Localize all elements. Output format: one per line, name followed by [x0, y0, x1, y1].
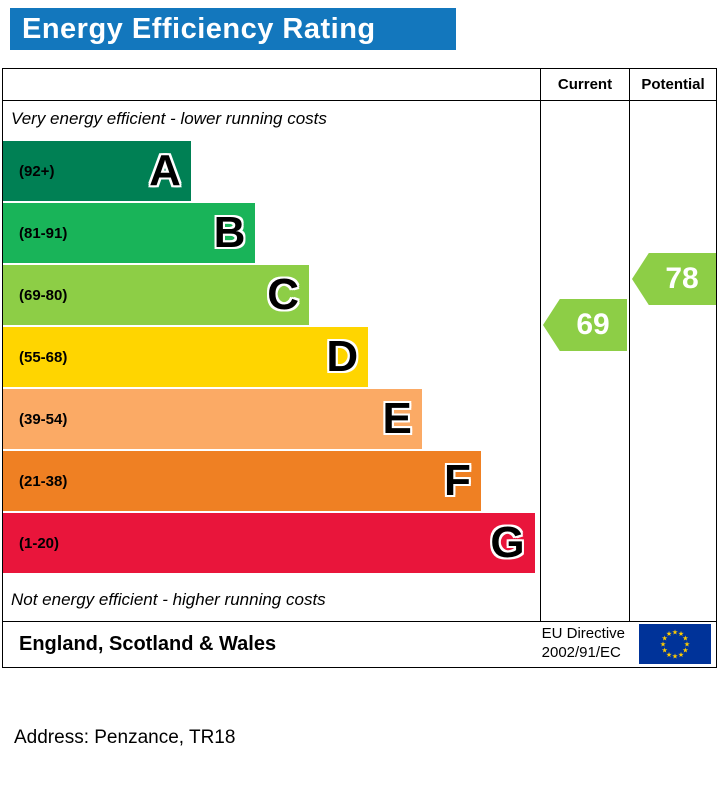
- band-row: (92+) A: [3, 141, 540, 203]
- band-row: (55-68) D: [3, 327, 540, 389]
- current-column-divider: [540, 69, 541, 622]
- page-title: Energy Efficiency Rating: [22, 12, 376, 45]
- svg-text:★: ★: [672, 629, 678, 637]
- eu-directive-line1: EU Directive: [541, 625, 625, 643]
- band-bar-d: (55-68) D: [3, 327, 369, 387]
- band-row: (21-38) F: [3, 451, 540, 513]
- rating-bands: (92+) A (81-91) B (69-80) C (55-68): [3, 141, 540, 575]
- column-header-potential: Potential: [641, 76, 705, 93]
- band-letter: A: [149, 146, 181, 195]
- footer-region: England, Scotland & Wales: [19, 632, 277, 655]
- column-header-current: Current: [557, 76, 613, 93]
- band-row: (69-80) C: [3, 265, 540, 327]
- band-bar-c: (69-80) C: [3, 265, 310, 325]
- band-bar-a: (92+) A: [3, 141, 191, 201]
- epc-chart: Current Potential Very energy efficient …: [2, 68, 717, 668]
- band-range: (1-20): [19, 534, 60, 552]
- eu-directive: EU Directive 2002/91/EC: [542, 625, 625, 663]
- svg-text:★: ★: [661, 647, 667, 655]
- current-pointer: 69: [543, 299, 627, 351]
- svg-text:★: ★: [660, 641, 666, 649]
- band-range: (69-80): [19, 286, 68, 304]
- potential-pointer: 78: [632, 253, 716, 305]
- current-value: 69: [576, 308, 610, 341]
- svg-text:★: ★: [666, 630, 672, 638]
- column-header-row: Current Potential: [3, 69, 716, 101]
- band-letter: C: [267, 270, 300, 319]
- eu-flag-icon: ★ ★ ★ ★ ★ ★ ★ ★ ★ ★ ★ ★: [639, 624, 711, 664]
- svg-text:★: ★: [678, 630, 684, 638]
- band-bar-f: (21-38) F: [3, 451, 481, 511]
- potential-value: 78: [665, 262, 699, 295]
- band-bar-e: (39-54) E: [3, 389, 422, 449]
- top-note: Very energy efficient - lower running co…: [11, 109, 327, 128]
- band-row: (81-91) B: [3, 203, 540, 265]
- band-bar-b: (81-91) B: [3, 203, 256, 263]
- svg-text:★: ★: [678, 651, 684, 659]
- svg-text:★: ★: [666, 651, 672, 659]
- title-bar: Energy Efficiency Rating: [10, 8, 456, 50]
- band-letter: D: [326, 332, 359, 381]
- svg-text:★: ★: [672, 653, 678, 661]
- band-bar-g: (1-20) G: [3, 513, 535, 573]
- band-range: (21-38): [19, 472, 68, 490]
- svg-text:★: ★: [684, 641, 690, 649]
- address-line: Address: Penzance, TR18: [14, 727, 236, 748]
- svg-text:★: ★: [682, 647, 688, 655]
- svg-text:★: ★: [682, 635, 688, 643]
- bottom-note: Not energy efficient - higher running co…: [11, 590, 326, 609]
- band-letter: G: [490, 518, 525, 567]
- footer-row: England, Scotland & Wales EU Directive 2…: [3, 622, 716, 666]
- band-range: (81-91): [19, 224, 68, 242]
- eu-directive-line2: 2002/91/EC: [541, 644, 621, 661]
- band-letter: F: [444, 456, 471, 505]
- band-row: (1-20) G: [3, 513, 540, 575]
- band-range: (55-68): [19, 348, 68, 366]
- potential-column-divider: [629, 69, 630, 622]
- rating-table: Current Potential Very energy efficient …: [3, 69, 716, 622]
- band-letter: B: [213, 208, 246, 257]
- band-range: (39-54): [19, 410, 68, 428]
- band-letter: E: [382, 394, 412, 443]
- band-range: (92+): [19, 162, 55, 180]
- svg-text:★: ★: [661, 635, 667, 643]
- band-row: (39-54) E: [3, 389, 540, 451]
